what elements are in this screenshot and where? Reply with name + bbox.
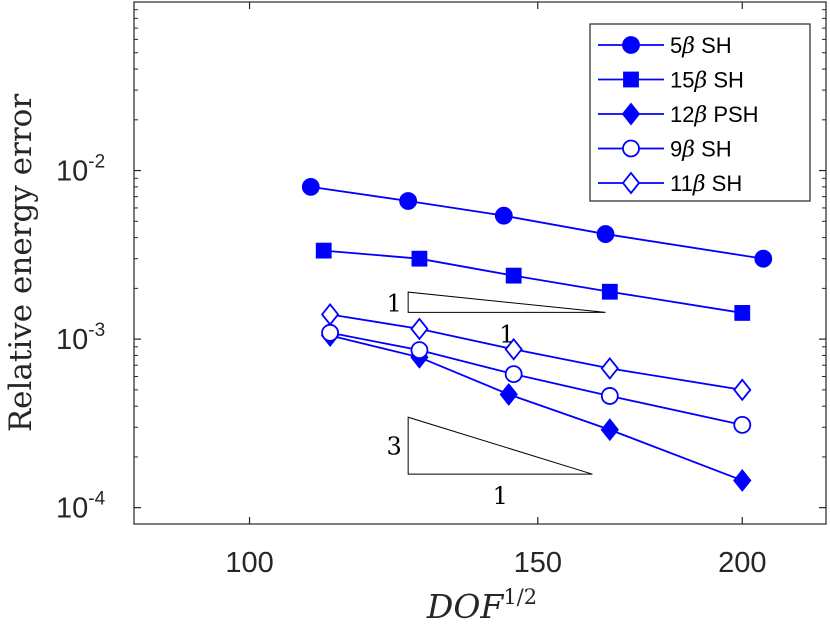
legend-label: 12β PSH: [670, 102, 759, 128]
legend-label-prefix: 12: [670, 102, 694, 127]
y-tick-label: 10-2: [56, 152, 105, 188]
series-layer: [301, 177, 773, 492]
legend-label-beta: β: [693, 69, 707, 94]
data-point: [600, 418, 619, 442]
slope-horizontal-label: 1: [499, 320, 514, 348]
data-point: [505, 267, 522, 284]
y-tick-base: 10: [56, 324, 88, 356]
slope-triangle-1: 11: [387, 289, 606, 348]
data-point: [596, 225, 615, 243]
legend-marker: [622, 36, 640, 54]
y-tick-exponent: -4: [88, 489, 105, 510]
legend-marker: [623, 71, 639, 88]
series-5beta-SH: [301, 177, 773, 268]
data-point: [301, 177, 320, 196]
x-axis-label-sup: 1/2: [503, 585, 537, 609]
y-axis-label: Relative energy error: [3, 94, 39, 433]
legend-label: 11β SH: [670, 171, 742, 197]
slope-vertical-label: 3: [387, 433, 402, 461]
legend-entry: 9β SH: [598, 137, 732, 163]
legend-label: 5β SH: [670, 33, 732, 59]
x-axis-label: DOF1/2: [426, 585, 537, 626]
legend-label-suffix: SH: [706, 171, 743, 196]
legend-label-suffix: SH: [695, 33, 732, 58]
legend-label-beta: β: [693, 103, 707, 128]
y-tick-base: 10: [56, 156, 88, 188]
slope-vertical-label: 1: [387, 289, 402, 317]
series-15beta-SH: [315, 242, 751, 321]
data-point: [734, 305, 751, 321]
legend-label-prefix: 11: [670, 171, 693, 196]
legend-label-prefix: 15: [670, 68, 694, 93]
legend-marker: [622, 139, 640, 158]
legend-label-suffix: SH: [707, 68, 744, 93]
x-tick-label: 200: [718, 547, 766, 579]
legend-entry: 11β SH: [598, 171, 742, 197]
legend-label-beta: β: [692, 172, 706, 197]
legend-label-prefix: 9: [670, 137, 682, 162]
series-11beta-SH: [320, 303, 752, 402]
slope-horizontal-label: 1: [493, 482, 508, 510]
data-point: [499, 382, 518, 406]
slope-triangle: [407, 416, 593, 475]
data-point: [411, 250, 428, 267]
x-axis-label-main: DOF: [426, 587, 505, 626]
data-point: [494, 206, 513, 225]
y-tick-base: 10: [56, 493, 88, 525]
x-tick-label: 100: [225, 547, 273, 579]
slope-triangle-3: 31: [387, 416, 593, 510]
legend-entry: 12β PSH: [598, 102, 759, 128]
data-point: [601, 283, 618, 300]
slope-triangle: [407, 291, 606, 313]
series-9beta-SH: [321, 323, 752, 434]
legend-marker: [621, 171, 641, 195]
legend-entry: 15β SH: [598, 68, 744, 94]
legend-label-beta: β: [681, 34, 695, 59]
legend-label-beta: β: [681, 138, 695, 163]
legend-entry: 5β SH: [598, 33, 732, 59]
legend-label-suffix: PSH: [707, 102, 758, 127]
legend-label-prefix: 5: [670, 33, 682, 58]
legend-marker: [621, 102, 641, 126]
plot-frame: [133, 1, 827, 525]
data-point: [320, 303, 340, 326]
data-point: [504, 365, 523, 384]
data-point: [600, 356, 619, 380]
y-tick-label: 10-4: [56, 489, 106, 525]
data-point: [733, 415, 752, 434]
data-point: [733, 378, 752, 402]
legend-label: 9β SH: [670, 137, 732, 163]
data-point: [733, 469, 752, 492]
y-tick-exponent: -2: [88, 152, 105, 173]
data-point: [321, 323, 339, 342]
data-point: [410, 341, 429, 360]
y-tick-exponent: -3: [88, 320, 105, 341]
data-point: [600, 387, 619, 405]
data-point: [399, 192, 418, 210]
data-point: [504, 337, 523, 361]
data-point: [410, 317, 429, 341]
data-point: [315, 242, 332, 259]
x-tick-label: 150: [514, 547, 562, 579]
legend-label: 15β SH: [670, 68, 744, 94]
data-point: [754, 249, 773, 268]
y-tick-label: 10-3: [56, 320, 105, 356]
legend-label-suffix: SH: [695, 137, 732, 162]
